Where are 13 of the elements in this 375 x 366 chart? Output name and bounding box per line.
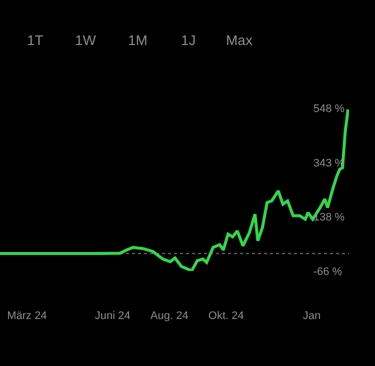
y-tick-label: 548 % <box>313 102 345 115</box>
text: 1W <box>75 32 97 48</box>
x-tick-label: Jan <box>302 310 321 322</box>
y-tick-label: -66 % <box>313 266 342 278</box>
x-tick-label: März 24 <box>7 310 47 322</box>
text: Max <box>226 32 252 48</box>
x-tick-label: Aug. 24 <box>150 310 188 322</box>
text: 1M <box>128 32 148 48</box>
x-tick-label: Juni 24 <box>94 310 130 322</box>
text: 1J <box>181 32 196 48</box>
text: 1T <box>27 32 44 48</box>
y-tick-label: 138 % <box>313 212 345 224</box>
x-tick-label: Okt. 24 <box>208 310 244 322</box>
